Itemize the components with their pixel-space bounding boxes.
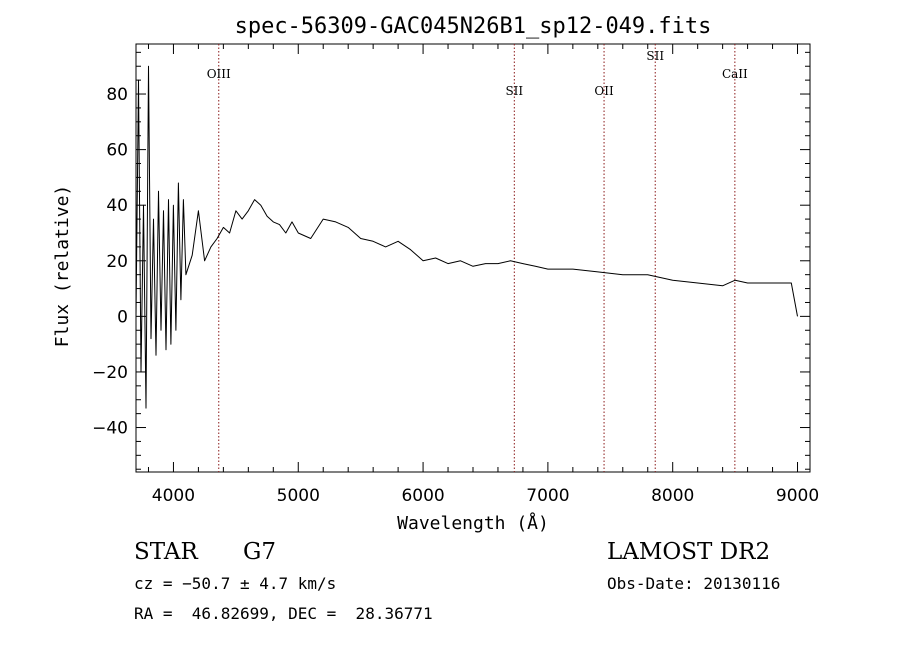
x-tick-label: 7000 <box>526 486 569 506</box>
x-tick-label: 9000 <box>776 486 819 506</box>
y-tick-label: −40 <box>92 419 128 439</box>
y-tick-label: 20 <box>106 252 128 272</box>
x-tick-label: 8000 <box>651 486 694 506</box>
y-tick-label: 40 <box>106 196 128 216</box>
plot-frame <box>135 43 811 473</box>
y-tick-label: −20 <box>92 363 128 383</box>
sky-coordinates: RA = 46.82699, DEC = 28.36771 <box>134 604 433 623</box>
y-tick-label: 0 <box>117 307 128 327</box>
chart-title: spec-56309-GAC045N26B1_sp12-049.fits <box>235 14 712 39</box>
spectral-line-label: OIII <box>207 67 231 81</box>
y-tick-label: 80 <box>106 85 128 105</box>
x-tick-label: 4000 <box>152 486 195 506</box>
object-class: STAR <box>134 539 198 565</box>
spectral-line-label: OII <box>594 84 614 98</box>
spectrum-line <box>135 65 798 409</box>
survey-name: LAMOST DR2 <box>607 539 771 565</box>
x-axis-label: Wavelength (Å) <box>397 512 549 534</box>
object-subclass: G7 <box>243 539 277 565</box>
spectral-line-label: SII <box>646 49 664 63</box>
observation-date: Obs-Date: 20130116 <box>607 574 781 593</box>
spectral-line-label: SII <box>505 84 523 98</box>
y-tick-label: 60 <box>106 141 128 161</box>
x-tick-label: 5000 <box>277 486 320 506</box>
y-axis-label: Flux (relative) <box>52 185 73 348</box>
spectral-line-label: CaII <box>722 67 748 81</box>
x-tick-label: 6000 <box>401 486 444 506</box>
redshift-velocity: cz = −50.7 ± 4.7 km/s <box>134 574 337 593</box>
